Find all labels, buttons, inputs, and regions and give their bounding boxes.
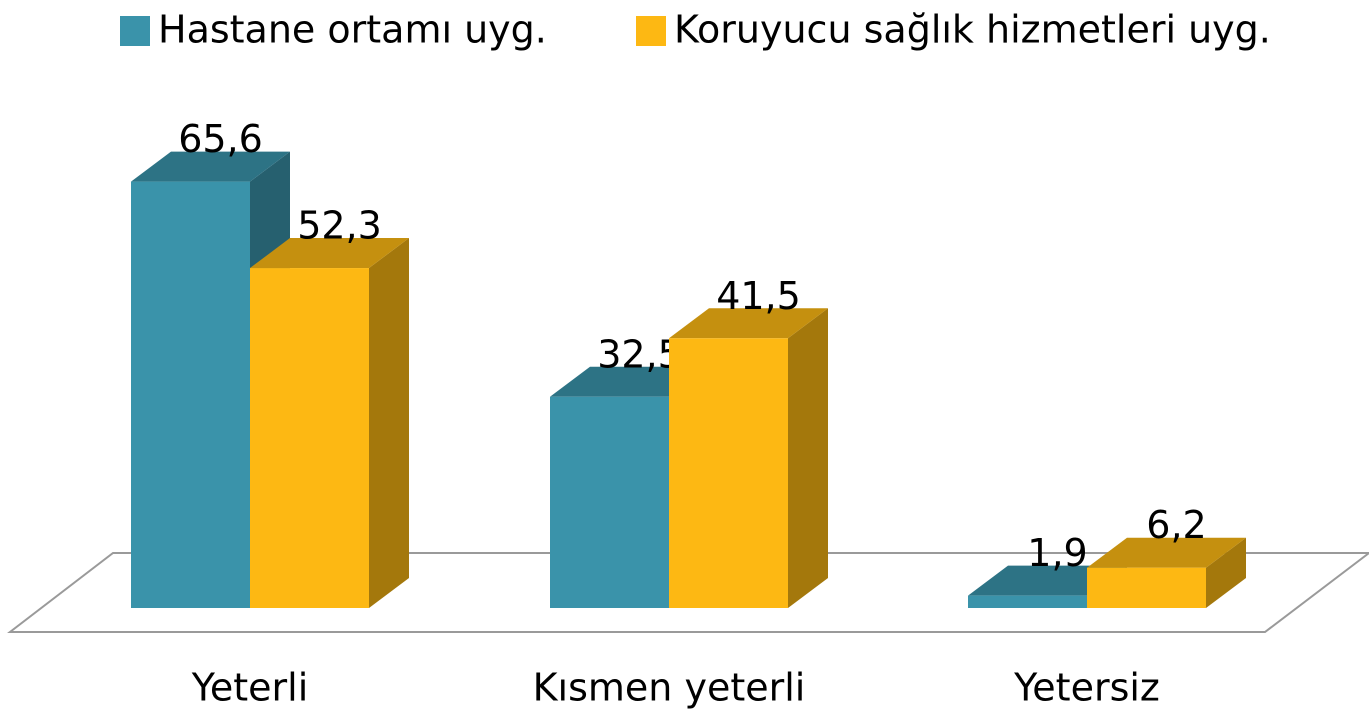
data-label: 41,5	[716, 274, 801, 318]
legend-swatch	[120, 16, 150, 46]
data-label: 52,3	[297, 204, 382, 248]
data-label: 1,9	[1027, 531, 1087, 575]
x-tick-label: Yetersiz	[1013, 666, 1160, 710]
data-label: 6,2	[1146, 503, 1206, 547]
legend-swatch	[636, 16, 666, 46]
bar-top	[669, 308, 828, 339]
bar	[968, 595, 1087, 608]
bar-top	[1087, 537, 1246, 568]
bar	[1087, 567, 1206, 608]
bar	[250, 268, 369, 608]
bar-side	[369, 238, 409, 609]
legend-label: Koruyucu sağlık hizmetleri uyg.	[674, 8, 1271, 52]
x-tick-label: Yeterli	[191, 666, 309, 710]
x-tick-label: Kısmen yeterli	[533, 666, 806, 710]
bar-top	[131, 151, 290, 182]
bar-side	[1206, 537, 1246, 608]
bar-top	[250, 238, 409, 269]
bar	[131, 181, 250, 608]
legend-label: Hastane ortamı uyg.	[158, 8, 547, 52]
bar	[669, 338, 788, 608]
data-label: 65,6	[178, 117, 263, 161]
bar	[550, 396, 669, 608]
bar-side	[788, 308, 828, 608]
data-label: 32,5	[597, 332, 682, 376]
